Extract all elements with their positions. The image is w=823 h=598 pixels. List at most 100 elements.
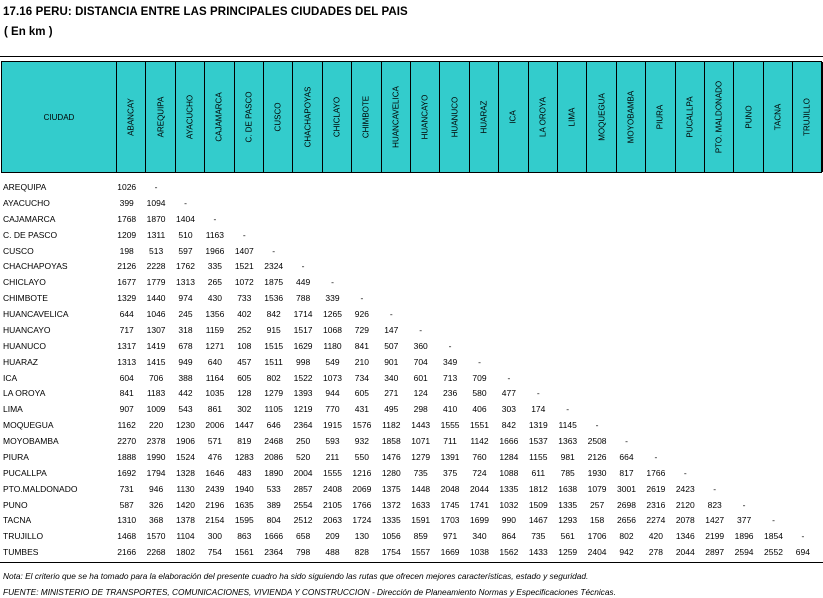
distance-cell: 658 (295, 531, 311, 542)
distance-cell: 1311 (146, 229, 166, 240)
distance-cell: 1068 (323, 324, 342, 335)
header-column: ICA (499, 62, 529, 172)
distance-cell: 1038 (470, 547, 489, 558)
distance-cell: 1271 (205, 340, 225, 351)
distance-cell: 1906 (176, 436, 195, 447)
distance-cell: 678 (178, 340, 193, 351)
distance-cell: 2154 (205, 515, 225, 526)
distance-cell: 1561 (234, 547, 254, 558)
distance-cell: 1159 (205, 324, 225, 335)
table-row: PUCALLPA 1692 1794 1328 1646 483 1890 2004 1555 1… (0, 466, 823, 482)
distance-cell: 735 (413, 467, 428, 478)
distance-cell: 2228 (146, 261, 166, 272)
distance-cell: 430 (207, 293, 222, 304)
distance-cell: 1557 (411, 547, 431, 558)
distance-cell: 601 (413, 372, 428, 383)
distance-cell: 1724 (352, 515, 372, 526)
page-subtitle: ( En km ) (4, 26, 53, 38)
distance-cell: 863 (237, 531, 252, 542)
distance-cell: 842 (266, 309, 281, 320)
distance-cell: 507 (384, 340, 399, 351)
distance-cell: 1448 (411, 483, 431, 494)
table-row: TUMBES 2166 2268 1802 754 1561 2364 798 488 828 17… (0, 545, 823, 561)
distance-cell: 360 (413, 340, 428, 351)
distance-cell: 1745 (440, 499, 460, 510)
distance-cell: 2274 (646, 515, 666, 526)
distance-cell: 644 (119, 309, 134, 320)
row-city-name: CAJAMARCA (3, 213, 56, 224)
distance-cell: 2857 (293, 483, 313, 494)
distance-cell: 664 (619, 451, 634, 462)
header-column-label: ICA (508, 110, 518, 124)
distance-cell: 2044 (675, 547, 695, 558)
distance-cell: 861 (207, 404, 222, 415)
distance-cell: 2063 (323, 515, 342, 526)
distance-cell: 1766 (352, 499, 372, 510)
distance-cell: 457 (237, 356, 252, 367)
table-row: MOQUEGUA 1162 220 1230 2006 1447 646 2364 1915 15… (0, 418, 823, 434)
table-row: HUANCAVELICA 644 1046 245 1356 402 842 1714 1265… (0, 307, 823, 323)
distance-cell: 2006 (205, 420, 225, 431)
row-city-name: C. DE PASCO (3, 229, 58, 240)
distance-cell: 2404 (587, 547, 607, 558)
distance-cell: 1079 (587, 483, 607, 494)
distance-cell: - (507, 372, 511, 383)
row-city-name: LIMA (3, 404, 23, 415)
distance-cell: - (448, 340, 452, 351)
distance-cell: 2594 (734, 547, 754, 558)
distance-cell: - (742, 499, 746, 510)
distance-cell: 1335 (499, 483, 519, 494)
distance-cell: 2126 (117, 261, 137, 272)
row-city-name: HUANCAYO (3, 324, 51, 335)
distance-cell: 1363 (558, 436, 578, 447)
distance-cell: 1570 (146, 531, 166, 542)
table-row: CAJAMARCA 1768 1870 1404 - (0, 212, 823, 228)
distance-cell: 520 (295, 451, 311, 462)
row-city-name: MOYOBAMBA (3, 436, 59, 447)
header-column-label: PUNO (744, 105, 754, 129)
distance-cell: 488 (325, 547, 340, 558)
distance-cell: 798 (295, 547, 311, 558)
header-column: HUANUCO (440, 62, 470, 172)
distance-cell: 907 (119, 404, 134, 415)
distance-cell: 2044 (470, 483, 489, 494)
distance-cell: 593 (325, 436, 340, 447)
distance-cell: 1329 (117, 293, 137, 304)
row-city-name: MOQUEGUA (3, 420, 54, 431)
distance-cell: 1714 (293, 309, 313, 320)
distance-cell: 1182 (382, 420, 401, 431)
table-row: CHIMBOTE 1329 1440 974 430 733 1536 788 339 - (0, 291, 823, 307)
distance-cell: 1319 (528, 420, 548, 431)
distance-cell: 709 (472, 372, 487, 383)
table-row: CUSCO 198 513 597 1966 1407 - (0, 244, 823, 260)
header-column-label: LIMA (567, 107, 577, 127)
distance-cell: 694 (795, 547, 810, 558)
distance-cell: 1284 (499, 451, 519, 462)
distance-cell: 1629 (293, 340, 313, 351)
distance-cell: 1666 (264, 531, 284, 542)
table-row: HUANCAYO 717 1307 318 1159 252 915 1517 1068 729 1… (0, 323, 823, 339)
distance-cell: 2324 (264, 261, 284, 272)
distance-cell: 734 (354, 372, 369, 383)
distance-cell: 477 (501, 388, 516, 399)
distance-cell: 2468 (264, 436, 284, 447)
distance-cell: 1440 (146, 293, 166, 304)
distance-cell: - (154, 182, 158, 192)
distance-cell: - (301, 261, 305, 272)
header-column: PTO. MALDONADO (705, 62, 735, 172)
row-city-name: CHICLAYO (3, 277, 46, 288)
distance-cell: 2316 (646, 499, 666, 510)
distance-cell: 303 (501, 404, 516, 415)
distance-cell: 1163 (205, 229, 225, 240)
distance-cell: 1280 (381, 467, 401, 478)
row-city-name: HUARAZ (3, 356, 38, 367)
distance-cell: - (654, 451, 658, 462)
header-column: AYACUCHO (176, 62, 206, 172)
distance-cell: 2378 (146, 436, 166, 447)
distance-cell: 549 (325, 356, 340, 367)
distance-cell: 1890 (264, 467, 284, 478)
distance-cell: 1046 (146, 309, 166, 320)
distance-cell: 2126 (587, 451, 607, 462)
distance-cell: 1071 (411, 436, 431, 447)
distance-cell: 377 (736, 515, 752, 526)
